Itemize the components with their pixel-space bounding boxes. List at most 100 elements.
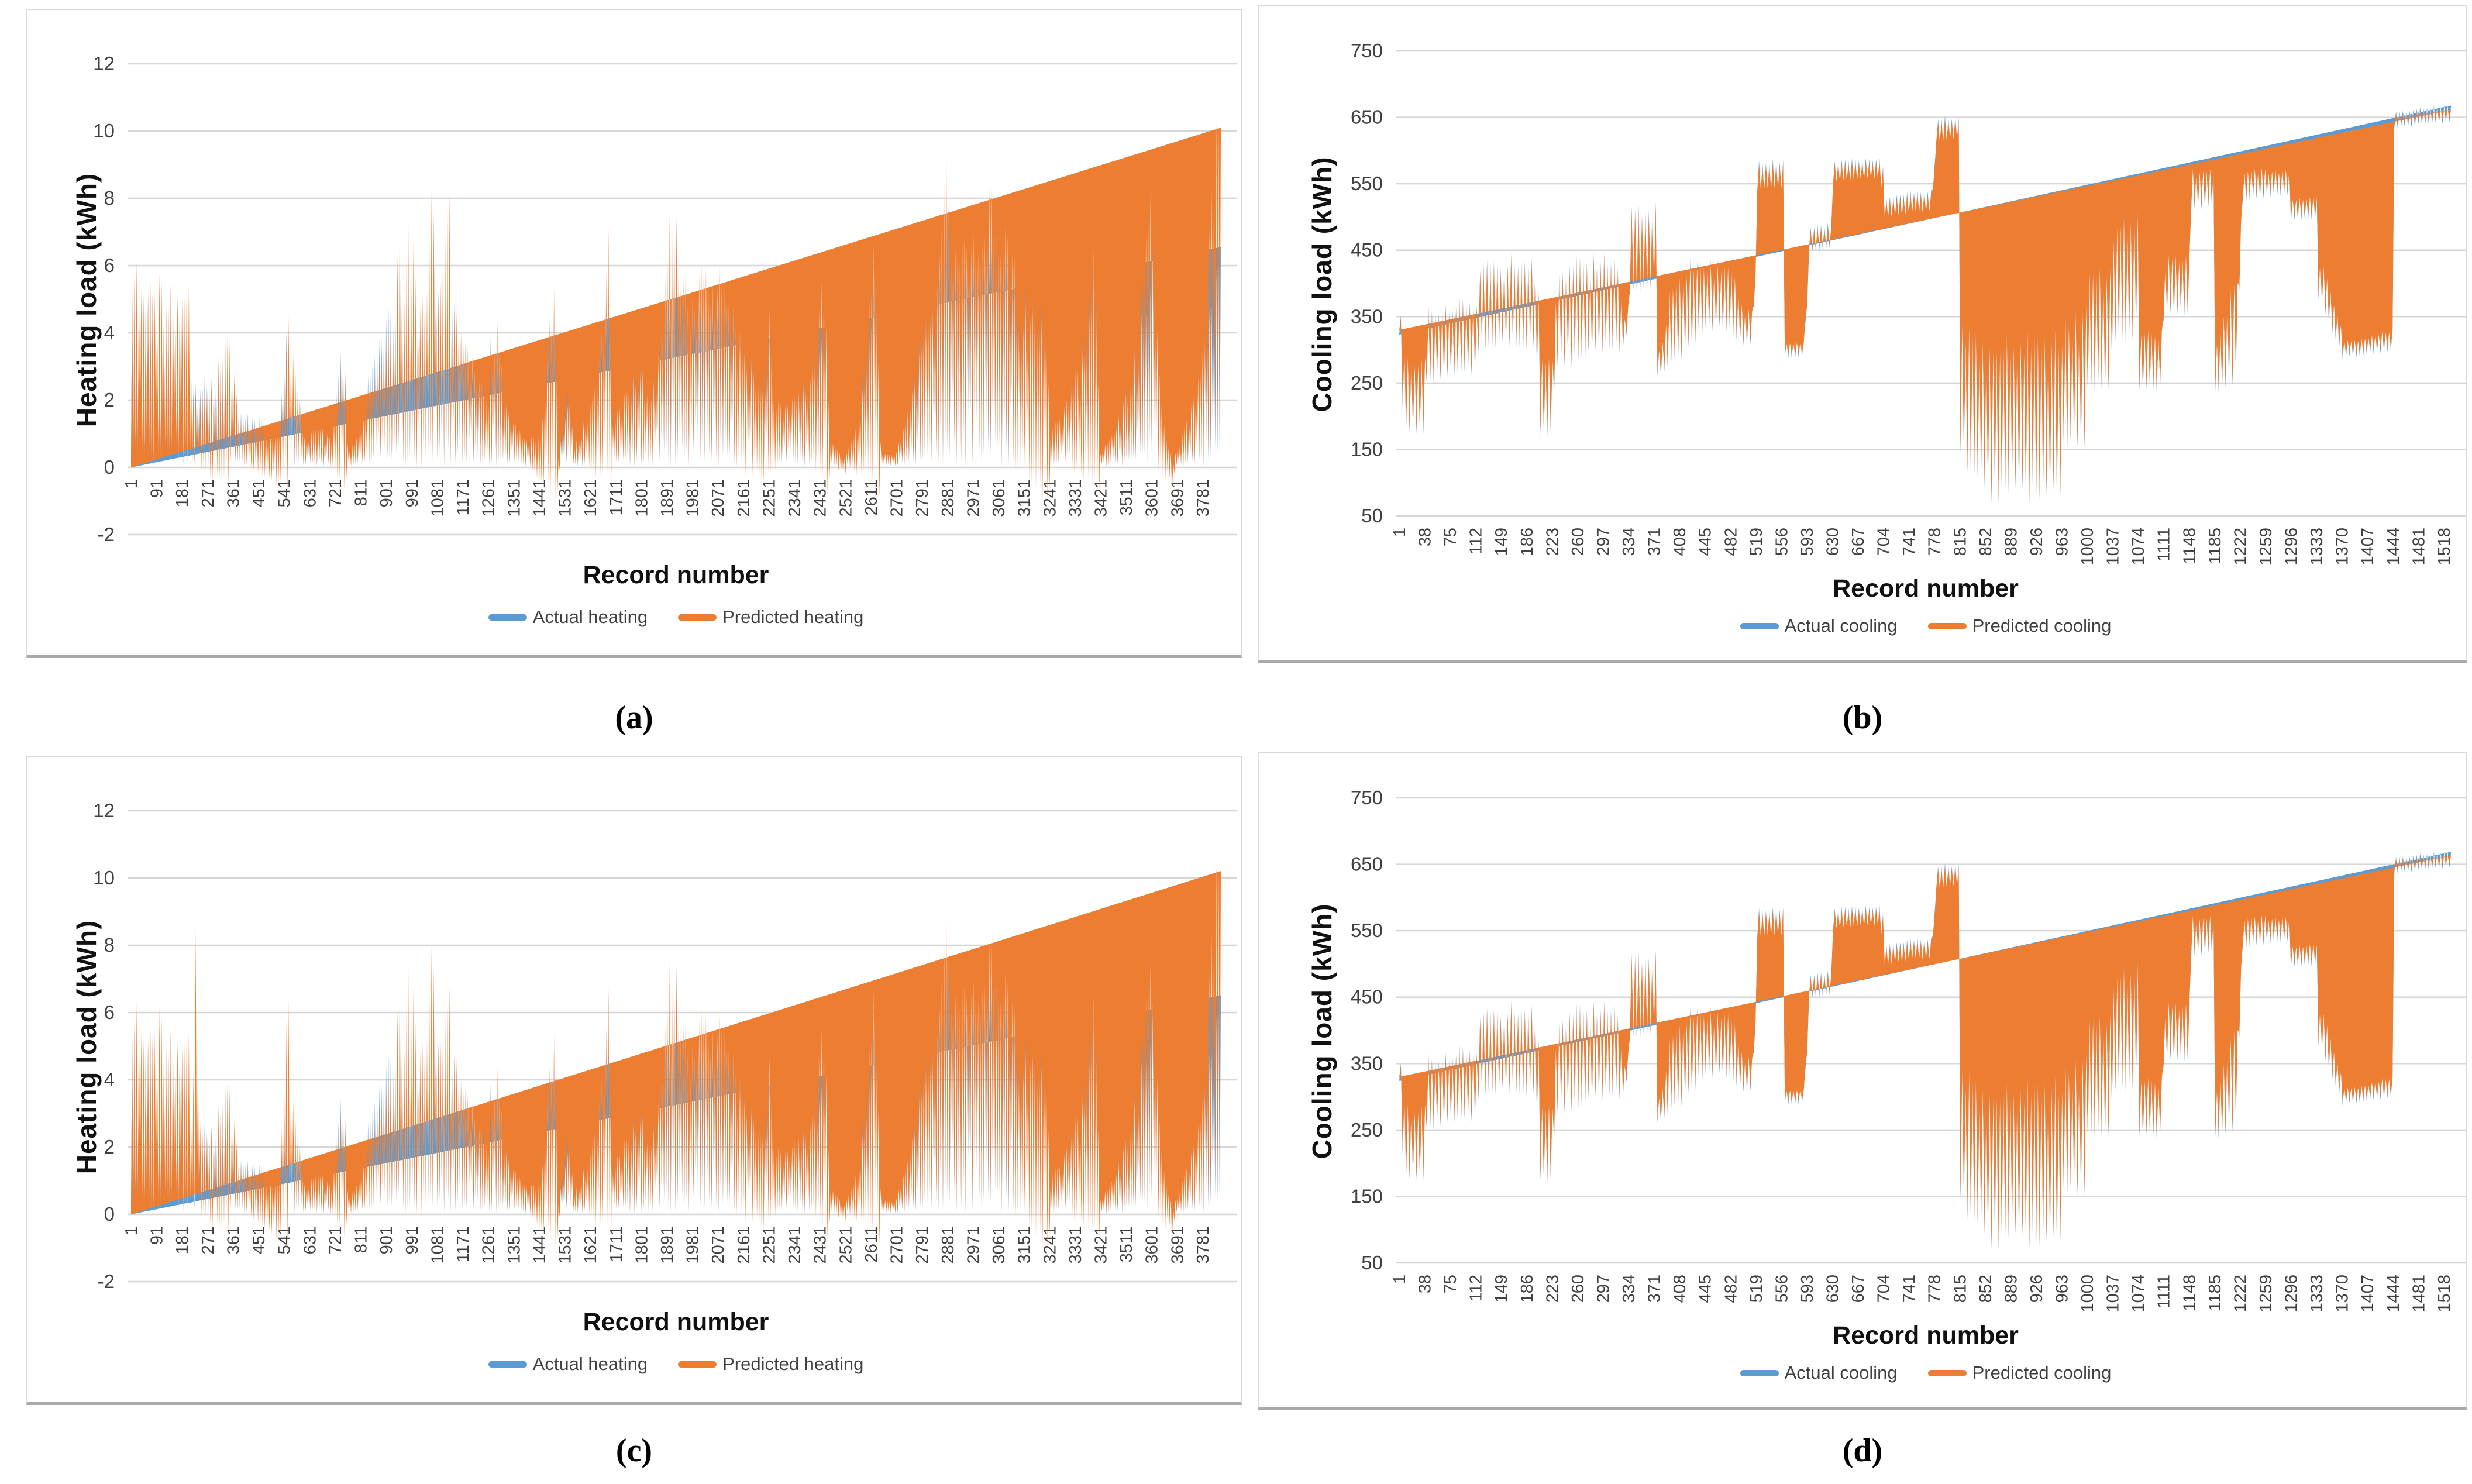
svg-text:75: 75 [1441,1275,1460,1293]
svg-text:450: 450 [1351,239,1383,261]
svg-text:482: 482 [1722,528,1740,556]
svg-text:1171: 1171 [454,479,473,515]
legend-label: Actual heating [532,1354,648,1374]
svg-text:10: 10 [93,867,115,889]
legend-item-predicted-cooling: Predicted cooling [1927,1362,2111,1383]
svg-text:1074: 1074 [2129,1275,2148,1313]
svg-text:901: 901 [377,479,396,507]
legend-item-predicted-heating: Predicted heating [678,1354,863,1375]
svg-text:2071: 2071 [709,479,728,517]
svg-text:445: 445 [1696,1275,1715,1303]
svg-text:2791: 2791 [913,1226,932,1264]
svg-text:519: 519 [1747,1275,1766,1303]
svg-text:75: 75 [1441,528,1460,546]
svg-text:667: 667 [1849,1275,1868,1303]
svg-text:2881: 2881 [939,1226,958,1264]
svg-text:1407: 1407 [2359,528,2377,566]
svg-text:6: 6 [104,1001,115,1023]
svg-text:10: 10 [93,120,115,142]
svg-text:3601: 3601 [1143,479,1162,517]
svg-text:3241: 3241 [1041,1226,1059,1264]
actual-cooling-legend-chip [1740,1369,1779,1376]
svg-text:1711: 1711 [607,1226,626,1262]
svg-text:2341: 2341 [786,1226,804,1264]
panel-d: 750 650 550 450 350 250 150 50 1 38 75 112 149 186 223… [1258,752,2467,1410]
svg-text:3061: 3061 [990,479,1008,517]
svg-text:963: 963 [2053,1275,2072,1303]
svg-text:1518: 1518 [2435,1275,2454,1313]
svg-text:361: 361 [224,1226,243,1254]
svg-text:889: 889 [2002,1275,2020,1303]
panel-letter-c: (c) [615,1433,653,1469]
predicted-heating-legend-chip [678,614,717,621]
svg-text:12: 12 [93,53,115,74]
svg-text:1481: 1481 [2409,528,2428,566]
svg-text:451: 451 [250,1226,268,1254]
svg-text:445: 445 [1696,528,1715,556]
svg-text:2521: 2521 [836,479,855,517]
x-axis-title-a: Record number [583,561,769,589]
svg-text:2791: 2791 [913,479,932,517]
svg-text:1185: 1185 [2206,1275,2225,1311]
svg-text:2161: 2161 [735,1226,753,1264]
svg-text:1: 1 [122,1226,141,1235]
svg-text:112: 112 [1467,1275,1486,1301]
svg-text:0: 0 [104,1203,115,1225]
svg-text:3511: 3511 [1117,1226,1136,1262]
svg-text:1259: 1259 [2257,1275,2275,1313]
svg-text:334: 334 [1620,1275,1638,1303]
svg-text:1037: 1037 [2104,1275,2123,1313]
svg-text:1441: 1441 [531,1226,549,1264]
svg-text:2701: 2701 [888,479,907,517]
svg-text:2431: 2431 [811,1226,830,1264]
svg-text:704: 704 [1875,1275,1893,1303]
svg-text:223: 223 [1543,528,1562,556]
svg-text:1441: 1441 [531,479,549,517]
svg-text:1981: 1981 [684,479,703,517]
svg-text:181: 181 [173,479,192,507]
svg-text:451: 451 [250,479,268,507]
svg-text:650: 650 [1351,106,1383,128]
svg-text:1333: 1333 [2308,1275,2326,1313]
panel-b: 750 650 550 450 350 250 150 50 1 38 75 112 149 186 223… [1258,5,2467,663]
svg-text:750: 750 [1351,787,1383,808]
actual-heating-legend-chip [488,1361,527,1368]
svg-text:149: 149 [1492,528,1511,556]
svg-text:1261: 1261 [480,479,498,517]
legend-label: Predicted cooling [1972,615,2112,636]
svg-text:250: 250 [1351,1119,1383,1141]
legend-item-actual-heating: Actual heating [488,1354,648,1375]
svg-text:926: 926 [2027,1275,2046,1303]
svg-text:2251: 2251 [760,479,779,517]
svg-text:3151: 3151 [1015,479,1034,517]
svg-text:1444: 1444 [2384,528,2403,566]
svg-text:2611: 2611 [862,1226,881,1262]
svg-text:741: 741 [1900,528,1919,556]
svg-text:550: 550 [1351,173,1383,194]
cooling-chart-b: 750 650 550 450 350 250 150 50 1 38 75 112 149 186 223… [1351,40,2466,566]
svg-text:815: 815 [1951,528,1970,556]
svg-text:3601: 3601 [1143,1226,1162,1264]
legend-item-predicted-cooling: Predicted cooling [1927,615,2112,636]
svg-text:556: 556 [1772,1275,1791,1303]
svg-text:1711: 1711 [607,479,626,515]
svg-text:3331: 3331 [1066,479,1085,517]
svg-text:1148: 1148 [2180,1275,2199,1311]
svg-text:0: 0 [104,456,115,478]
y-axis-title-d: Cooling load (kWh) [1307,903,1337,1159]
svg-text:1148: 1148 [2180,528,2199,564]
svg-text:1111: 1111 [2155,1275,2174,1309]
svg-text:-2: -2 [98,1270,115,1292]
svg-text:750: 750 [1351,40,1383,61]
svg-text:631: 631 [301,1226,319,1254]
svg-text:1370: 1370 [2333,1275,2352,1313]
cooling-chart-d: 750 650 550 450 350 250 150 50 1 38 75 112 149 186 223… [1351,787,2466,1313]
legend-c: Actual heating Predicted heating [131,1354,1221,1375]
svg-text:350: 350 [1351,1052,1383,1074]
svg-text:2341: 2341 [786,479,804,517]
svg-text:3781: 3781 [1194,479,1213,517]
svg-text:556: 556 [1772,528,1791,556]
predicted-cooling-legend-chip [1927,622,1967,629]
svg-text:482: 482 [1722,1275,1740,1303]
svg-text:3061: 3061 [990,1226,1008,1264]
